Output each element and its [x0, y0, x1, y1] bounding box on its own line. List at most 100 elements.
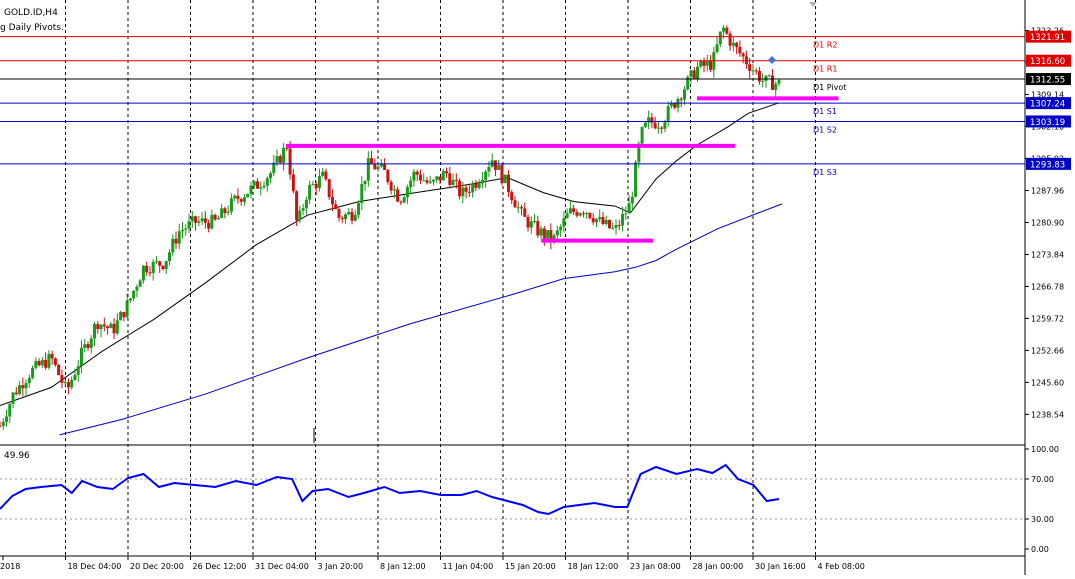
candle-body: [18, 385, 22, 395]
time-tick-label: 20 Dec 20:00: [130, 562, 184, 571]
pivot-level-name: D1 S2: [813, 125, 837, 134]
candle-body: [379, 163, 383, 167]
pivot-level-name: D1 S1: [813, 107, 837, 116]
candle-body: [109, 323, 113, 329]
candle-body: [135, 286, 139, 291]
candle-body: [764, 75, 768, 81]
candle-body: [301, 208, 305, 211]
candle-body: [725, 27, 729, 34]
time-tick-label: 2018: [0, 562, 20, 571]
candle-body: [34, 361, 38, 368]
candle-body: [138, 280, 142, 287]
candle-body: [158, 261, 162, 266]
candle-body: [324, 171, 328, 180]
pivot-price-label: 1316.60: [1030, 57, 1065, 67]
rsi-tick-label: 100.00: [1031, 445, 1059, 454]
candle-body: [57, 364, 61, 376]
candle-body: [441, 171, 445, 181]
candle-body: [330, 197, 334, 205]
candle-body: [454, 179, 458, 181]
time-tick-label: 18 Jan 12:00: [568, 562, 619, 571]
candle-body: [608, 219, 612, 229]
price-tick-label: 1273.84: [1031, 250, 1064, 259]
candle-body: [86, 344, 90, 348]
candle-body: [347, 212, 351, 215]
candle-body: [386, 169, 390, 183]
candle-body: [216, 218, 220, 220]
candle-body: [184, 228, 188, 230]
candle-body: [624, 213, 628, 215]
candle-body: [555, 230, 559, 236]
candle-body: [673, 103, 677, 108]
pivot-level-name: D1 Pivot: [813, 83, 846, 92]
pivot-price-tag: [1026, 157, 1071, 170]
candle-body: [754, 70, 758, 72]
candle-body: [402, 197, 406, 203]
candle-body: [445, 171, 449, 174]
time-tick-label: 3 Jan 20:00: [318, 562, 364, 571]
candle-body: [578, 213, 582, 216]
candle-body: [448, 173, 452, 185]
candle-body: [376, 166, 380, 170]
candle-body: [389, 182, 393, 191]
candle-body: [141, 265, 145, 281]
candle-body: [31, 367, 35, 378]
shift-marker-icon[interactable]: [809, 2, 817, 7]
time-tick-label: 8 Jan 12:00: [380, 562, 426, 571]
candle-body: [200, 218, 204, 222]
time-tick-label: 18 Dec 04:00: [68, 562, 122, 571]
candle-body: [207, 222, 211, 229]
candle-body: [304, 199, 308, 209]
candle-body: [282, 147, 286, 163]
pivot-price-tag: [1026, 73, 1071, 86]
symbol-label: GOLD.ID,H4: [4, 8, 58, 18]
rsi-tick-label: 0.00: [1031, 545, 1049, 554]
candle-body: [353, 214, 357, 221]
candle-body: [487, 166, 491, 172]
candle-body: [617, 225, 621, 227]
candle-body: [432, 179, 436, 182]
candle-body: [259, 187, 263, 189]
time-tick-label: 23 Jan 08:00: [630, 562, 681, 571]
candle-body: [405, 187, 409, 198]
candle-body: [604, 219, 608, 224]
candle-body: [705, 61, 709, 66]
candle-body: [640, 127, 644, 144]
candle-body: [598, 217, 602, 220]
candle-body: [161, 265, 165, 270]
candle-body: [689, 70, 693, 77]
candle-body: [774, 83, 778, 90]
time-axis[interactable]: 2018 18 Dec 04:00 20 Dec 20:00 26 Dec 12:00…: [0, 556, 865, 571]
pivot-level-name: D1 S3: [813, 168, 837, 177]
pivot-level-labels: 1321.91 1316.60 1312.55 1307.24 1303.19 1293.…: [1026, 30, 1071, 170]
candle-body: [757, 71, 761, 82]
rsi-axis: 100.00 70.00 30.00 0.00: [1025, 445, 1059, 554]
candle-body: [317, 176, 321, 188]
candle-body: [269, 173, 273, 179]
candle-body: [415, 171, 419, 175]
candle-body: [255, 181, 259, 189]
candle-body: [383, 163, 387, 170]
candle-body: [396, 189, 400, 202]
candle-body: [503, 174, 507, 184]
candle-body: [47, 353, 51, 368]
candle-body: [591, 218, 595, 223]
candle-body: [770, 75, 774, 90]
candle-body: [366, 158, 370, 181]
candle-body: [751, 70, 755, 72]
candle-body: [500, 165, 504, 184]
candle-body: [93, 324, 97, 339]
candle-body: [777, 80, 781, 84]
drawn-zones[interactable]: [285, 96, 839, 243]
pivot-level-name: D1 R2: [813, 41, 837, 50]
candle-body: [529, 221, 533, 228]
time-tick-label: 26 Dec 12:00: [193, 562, 247, 571]
candle-body: [334, 204, 338, 210]
candle-body: [715, 44, 719, 53]
candle-body: [585, 212, 589, 214]
candle-body: [295, 191, 299, 221]
candle-body: [647, 117, 651, 123]
